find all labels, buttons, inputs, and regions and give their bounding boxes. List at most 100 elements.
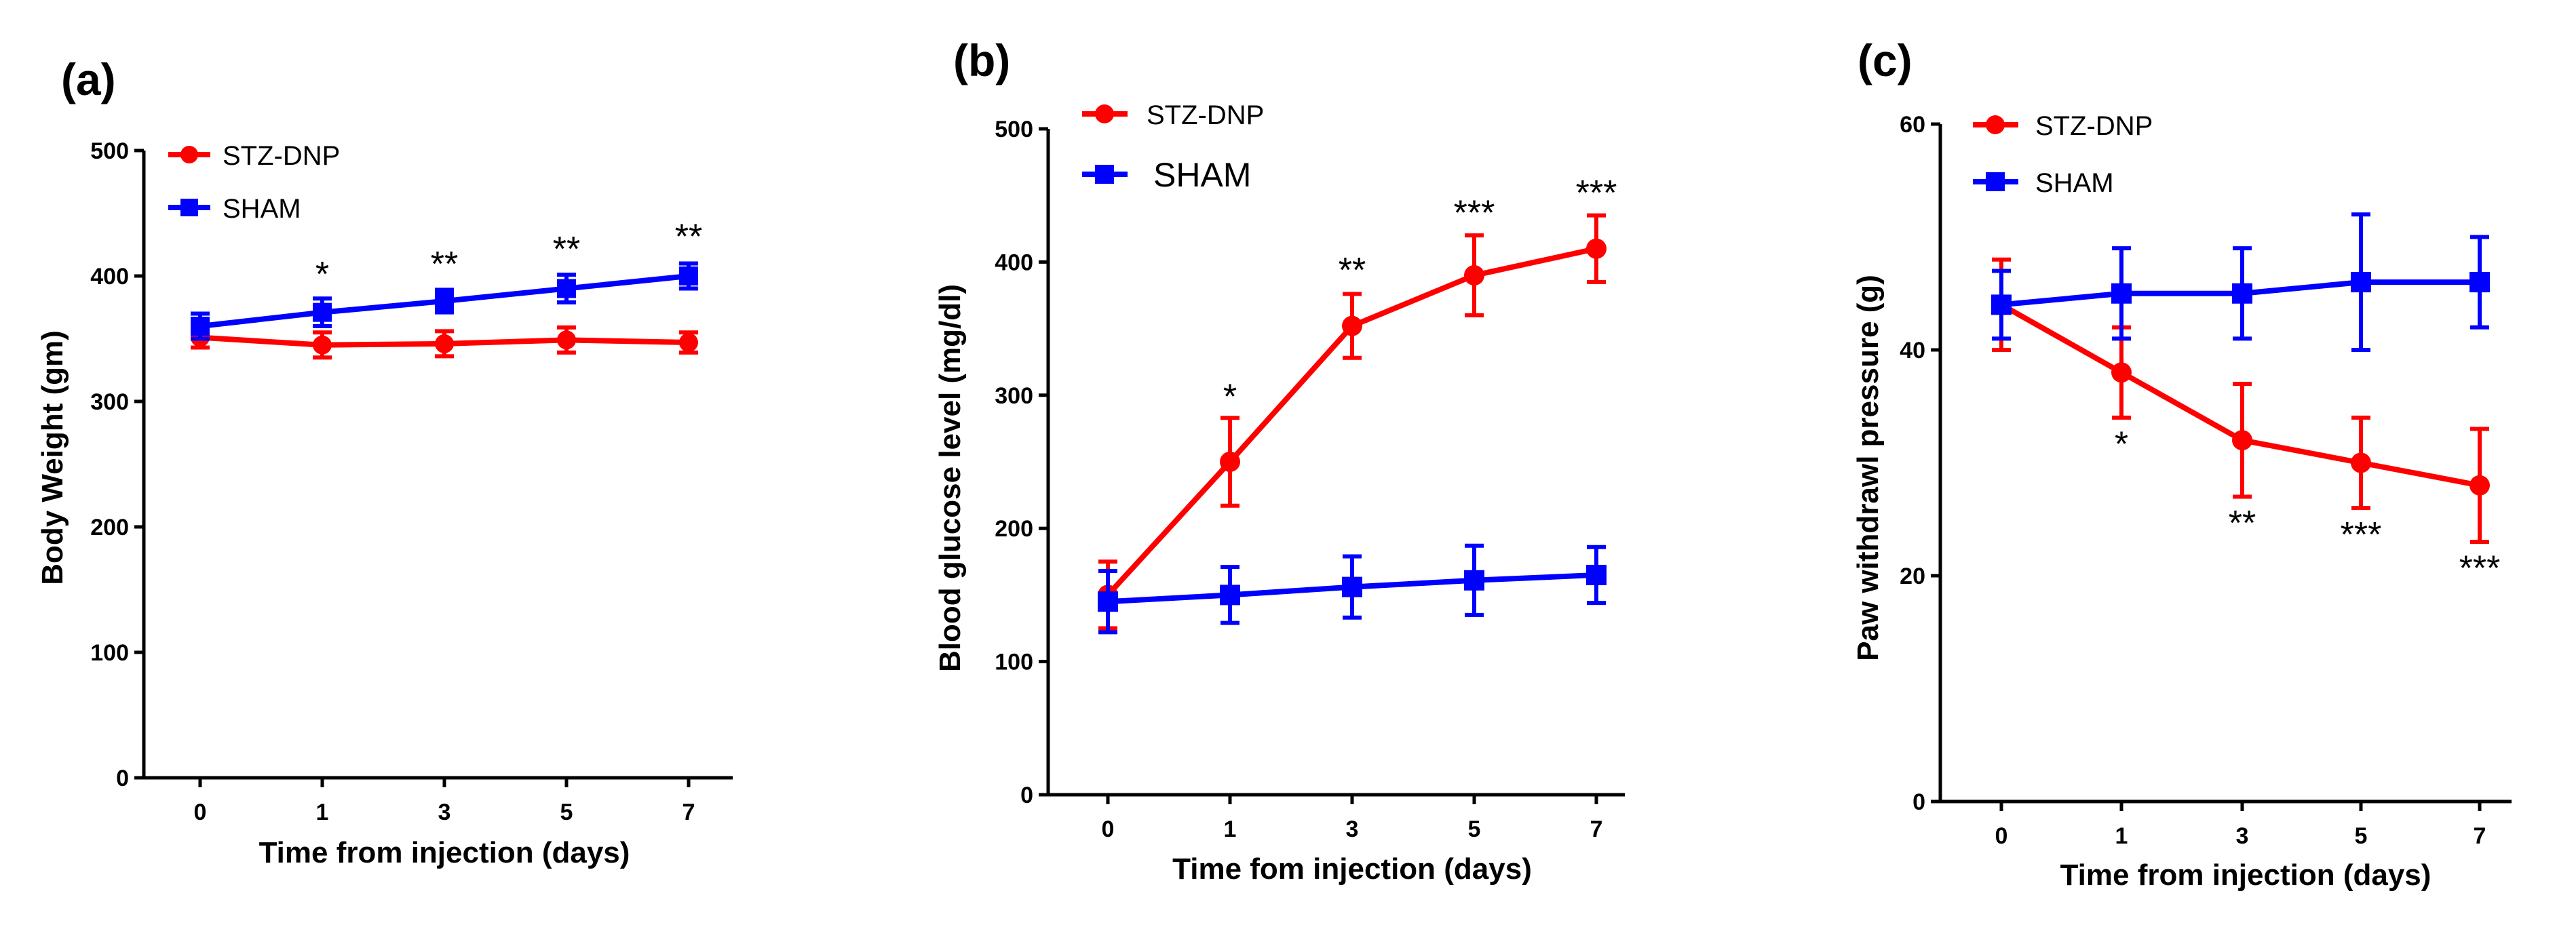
data-point-square	[191, 317, 210, 336]
significance-marker: ***	[2459, 549, 2501, 589]
data-point-square	[679, 266, 698, 285]
panel-c-series	[1991, 212, 2490, 545]
data-point-square	[1464, 570, 1484, 591]
y-tick-label: 400	[995, 250, 1033, 275]
panel-c-x-axis-title: Time from injection (days)	[2060, 858, 2431, 892]
x-tick-label: 1	[1224, 816, 1237, 842]
x-tick-label: 7	[2474, 823, 2486, 849]
significance-marker: **	[675, 217, 702, 256]
y-tick-label: 100	[995, 650, 1033, 675]
data-point-square	[1098, 591, 1118, 612]
x-tick-label: 0	[1995, 823, 2008, 849]
data-point-square	[557, 279, 576, 298]
panel-a-series	[191, 261, 698, 360]
panel-a-y-ticks: 0 100 200 300 400 500	[90, 138, 144, 791]
x-tick-label: 5	[1468, 816, 1481, 842]
significance-marker: ***	[1576, 174, 1617, 213]
data-point-circle	[2111, 362, 2132, 383]
panel-b-y-axis-title: Blood glucose level (mg/dl)	[934, 284, 967, 672]
data-point-circle	[1464, 265, 1484, 286]
data-point-circle	[679, 333, 698, 353]
significance-marker: **	[553, 230, 580, 269]
panel-b-label: (b)	[953, 35, 1010, 85]
legend-square-marker	[1095, 165, 1114, 184]
panel-c-x-ticks: 0 1 3 5 7	[1995, 802, 2486, 849]
y-tick-label: 0	[1912, 789, 1925, 815]
x-tick-label: 1	[2115, 823, 2128, 849]
panel-b: (b) Blood glucose level (mg/dl) Time fom…	[934, 35, 1625, 886]
data-point-circle	[1342, 315, 1362, 336]
panel-a-label: (a)	[61, 54, 116, 104]
panel-a-x-axis-title: Time from injection (days)	[259, 836, 630, 869]
significance-marker: **	[2229, 504, 2256, 543]
y-tick-label: 40	[1900, 338, 1925, 363]
y-tick-label: 500	[995, 117, 1033, 142]
panel-c-y-ticks: 0 20 40 60	[1900, 112, 1940, 815]
panel-c-annotations: *** ******	[2115, 425, 2500, 589]
data-point-circle	[313, 335, 332, 355]
legend-label-stz-dnp: STZ-DNP	[1147, 100, 1264, 130]
significance-marker: *	[315, 255, 329, 294]
y-tick-label: 400	[90, 264, 129, 290]
significance-marker: **	[1339, 251, 1366, 290]
data-point-square	[1342, 576, 1362, 597]
x-tick-label: 1	[316, 799, 329, 825]
data-point-square	[435, 292, 454, 311]
data-point-square	[1991, 294, 2012, 315]
panel-c-y-axis-title: Paw withdrawl pressure (g)	[1851, 275, 1885, 661]
legend-square-marker	[180, 199, 198, 216]
panel-c-legend: STZ-DNP SHAM	[1973, 111, 2153, 198]
x-tick-label: 0	[194, 799, 207, 825]
y-tick-label: 100	[90, 640, 129, 666]
panel-b-series	[1098, 213, 1607, 635]
data-point-circle	[435, 334, 454, 353]
legend-circle-marker	[1986, 115, 2005, 134]
y-tick-label: 20	[1900, 564, 1925, 589]
significance-marker: *	[2115, 425, 2128, 464]
y-tick-label: 60	[1900, 112, 1925, 138]
y-tick-label: 200	[90, 515, 129, 540]
data-point-circle	[1220, 452, 1240, 472]
significance-marker: ***	[1454, 193, 1495, 233]
data-point-square	[313, 302, 332, 322]
panel-b-y-ticks: 0 100 200 300 400 500	[995, 117, 1048, 808]
y-tick-label: 300	[995, 383, 1033, 409]
data-point-circle	[557, 330, 576, 350]
legend-label-sham: SHAM	[2035, 168, 2114, 198]
y-tick-label: 0	[1020, 783, 1033, 808]
data-point-circle	[1586, 238, 1607, 259]
legend-label-stz-dnp: STZ-DNP	[2035, 111, 2153, 141]
significance-marker: *	[1223, 377, 1237, 416]
panel-b-legend: STZ-DNP SHAM	[1082, 100, 1264, 194]
data-point-square	[2111, 283, 2132, 304]
data-point-circle	[2469, 475, 2490, 496]
data-point-circle	[2232, 430, 2252, 451]
panel-a-x-ticks: 0 1 3 5 7	[194, 778, 695, 825]
panel-a-y-axis-title: Body Weight (gm)	[36, 330, 69, 585]
x-tick-label: 7	[683, 799, 695, 825]
y-tick-label: 500	[90, 138, 129, 164]
x-tick-label: 3	[1346, 816, 1359, 842]
significance-marker: ***	[2341, 515, 2382, 555]
data-point-square	[2351, 272, 2371, 293]
panel-a-annotations: * ** ** **	[315, 217, 702, 294]
panel-b-x-ticks: 0 1 3 5 7	[1102, 795, 1603, 842]
panel-b-annotations: *********	[1223, 174, 1617, 416]
x-tick-label: 3	[438, 799, 451, 825]
legend-circle-marker	[1095, 104, 1114, 123]
legend-label-sham: SHAM	[1153, 156, 1251, 194]
legend-circle-marker	[180, 146, 198, 163]
x-tick-label: 7	[1590, 816, 1603, 842]
panel-a-legend: STZ-DNP SHAM	[168, 141, 340, 224]
legend-label-sham: SHAM	[223, 194, 301, 224]
data-point-square	[2232, 283, 2252, 304]
panel-c: (c) Paw withdrawl pressure (g) Time from…	[1851, 35, 2512, 892]
y-tick-label: 200	[995, 516, 1033, 542]
data-point-square	[1220, 585, 1240, 606]
data-point-circle	[2351, 452, 2371, 473]
y-tick-label: 0	[116, 766, 129, 791]
x-tick-label: 5	[560, 799, 573, 825]
x-tick-label: 3	[2236, 823, 2249, 849]
panel-a: (a) Body Weight (gm) Time from injection…	[36, 54, 733, 869]
legend-label-stz-dnp: STZ-DNP	[223, 141, 340, 171]
